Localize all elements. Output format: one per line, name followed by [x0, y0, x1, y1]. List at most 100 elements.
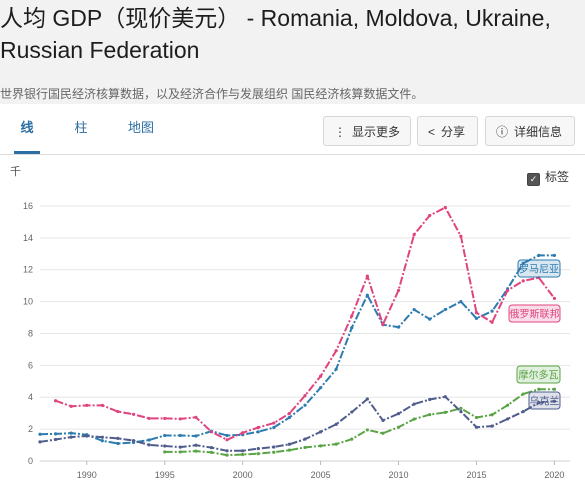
x-tick-label: 1995 [155, 470, 175, 480]
data-point-romania [225, 433, 229, 438]
data-point-ukraine [287, 442, 292, 446]
data-point-ukraine [334, 422, 338, 426]
data-point-moldova [303, 445, 307, 450]
data-point-russia [116, 409, 120, 414]
data-point-moldova [318, 444, 323, 448]
series-line-romania [39, 254, 555, 445]
data-point-moldova [209, 450, 214, 454]
data-point-russia [53, 399, 58, 403]
data-point-moldova [287, 448, 292, 452]
data-point-romania [163, 433, 167, 438]
data-point-ukraine [163, 444, 167, 448]
data-point-russia [350, 314, 354, 318]
data-point-ukraine [100, 435, 104, 439]
data-point-russia [303, 394, 307, 398]
data-point-moldova [443, 410, 447, 414]
tab-map[interactable]: 地图 [127, 120, 154, 135]
data-point-russia [396, 288, 401, 293]
data-point-romania [318, 386, 323, 390]
labels-toggle-label: 标签 [545, 170, 570, 184]
x-tick-label: 1990 [77, 470, 97, 480]
x-tick-label: 2010 [389, 470, 409, 480]
data-point-romania [412, 307, 416, 312]
data-point-russia [490, 320, 494, 324]
data-point-moldova [334, 442, 338, 446]
data-point-ukraine [209, 446, 214, 450]
data-point-russia [506, 288, 510, 293]
data-point-russia [428, 213, 432, 218]
details-label: 详细信息 [514, 125, 563, 139]
data-point-romania [38, 432, 42, 436]
share-button[interactable]: < 分享 [417, 116, 478, 146]
tab-bar[interactable]: 柱 [74, 120, 88, 135]
series-label-moldova: 摩尔多瓦 [519, 369, 559, 382]
show-more-label: 显示更多 [352, 125, 401, 139]
data-point-moldova [256, 452, 260, 456]
info-icon: ⓘ [496, 125, 509, 139]
data-point-moldova [412, 417, 416, 421]
data-point-russia [334, 349, 338, 353]
details-button[interactable]: ⓘ 详细信息 [485, 116, 575, 146]
data-point-russia [287, 411, 292, 416]
share-icon: < [428, 125, 436, 139]
data-point-russia [147, 416, 151, 421]
data-point-russia [241, 431, 245, 435]
data-point-romania [396, 325, 401, 329]
series-label-romania: 罗马尼亚 [519, 264, 559, 276]
data-point-romania [428, 317, 432, 321]
data-point-moldova [490, 413, 494, 417]
data-point-romania [116, 441, 120, 446]
data-point-ukraine [131, 438, 136, 443]
data-point-romania [272, 425, 276, 430]
series-label-russia: 俄罗斯联邦 [510, 308, 560, 321]
more-vertical-icon: ⋮ [334, 125, 346, 139]
data-point-romania [537, 253, 541, 257]
data-point-romania [334, 367, 338, 371]
data-point-ukraine [147, 443, 151, 447]
data-point-russia [256, 425, 260, 430]
data-point-ukraine [459, 409, 463, 414]
data-point-russia [459, 234, 463, 238]
y-tick-label: 6 [28, 360, 33, 370]
data-point-ukraine [116, 436, 120, 440]
data-point-ukraine [350, 410, 354, 414]
data-point-ukraine [53, 437, 58, 442]
data-point-ukraine [552, 399, 557, 403]
header-band [0, 0, 585, 104]
data-point-ukraine [412, 402, 416, 406]
data-point-ukraine [396, 412, 401, 416]
data-point-russia [412, 233, 416, 237]
y-tick-label: 2 [28, 424, 33, 434]
data-point-ukraine [241, 449, 245, 453]
page-title: 人均 GDP（现价美元） - Romania, Moldova, Ukraine… [0, 5, 551, 63]
labels-toggle[interactable]: ✓ 标签 [527, 168, 569, 186]
data-point-romania [303, 403, 307, 407]
data-point-ukraine [521, 409, 525, 414]
data-point-russia [443, 205, 447, 210]
view-tab-bar: 线 柱 地图 ⋮ 显示更多 < 分享 ⓘ 详细信息 [0, 104, 585, 155]
data-point-moldova [537, 387, 541, 391]
data-point-romania [287, 415, 292, 420]
y-tick-label: 14 [23, 233, 33, 243]
data-point-russia [225, 438, 229, 442]
data-point-ukraine [537, 401, 541, 405]
data-point-romania [365, 293, 369, 297]
show-more-button[interactable]: ⋮ 显示更多 [323, 116, 411, 146]
data-point-russia [381, 322, 385, 327]
data-point-moldova [365, 428, 369, 432]
data-point-moldova [163, 450, 167, 454]
data-point-romania [256, 430, 260, 434]
data-point-romania [194, 434, 198, 438]
data-point-russia [209, 430, 214, 434]
tab-line[interactable]: 线 [14, 104, 40, 154]
x-tick-label: 2005 [311, 470, 331, 480]
data-point-romania [443, 307, 447, 312]
y-tick-label: 12 [23, 265, 33, 275]
data-point-ukraine [428, 397, 432, 402]
data-point-moldova [272, 450, 276, 454]
data-point-romania [552, 253, 557, 257]
checkbox-checked-icon[interactable]: ✓ [527, 173, 540, 186]
data-point-romania [178, 433, 182, 438]
data-point-romania [69, 431, 73, 435]
data-point-ukraine [69, 435, 73, 439]
